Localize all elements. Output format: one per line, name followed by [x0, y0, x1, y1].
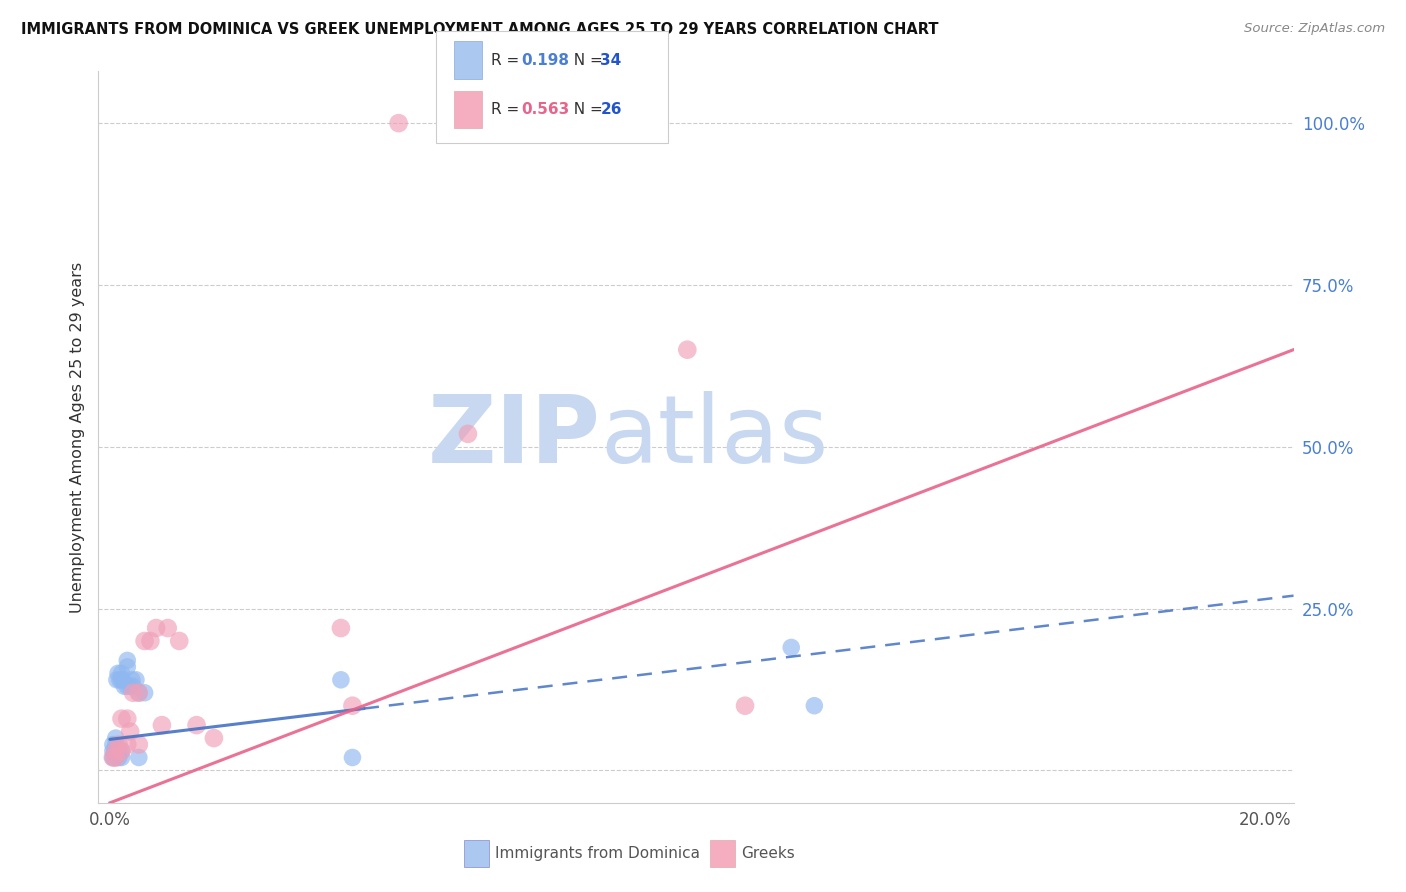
Point [103, 750, 125, 764]
Point [122, 686, 145, 700]
Point [128, 750, 150, 764]
Point [107, 666, 129, 681]
Text: R =: R = [491, 102, 524, 117]
Text: 0.563: 0.563 [522, 102, 569, 117]
Point [110, 712, 132, 726]
Point [110, 750, 132, 764]
Point [108, 673, 131, 687]
Point [117, 660, 139, 674]
Point [145, 621, 167, 635]
Point [202, 731, 225, 745]
Text: N =: N = [564, 102, 607, 117]
Point [101, 738, 124, 752]
Point [101, 750, 124, 764]
Text: 34: 34 [600, 53, 621, 68]
Text: Source: ZipAtlas.com: Source: ZipAtlas.com [1244, 22, 1385, 36]
Point [121, 673, 143, 687]
Point [329, 673, 352, 687]
Point [117, 653, 139, 667]
Point [186, 718, 208, 732]
Point [329, 621, 352, 635]
Point [342, 698, 364, 713]
Point [139, 634, 162, 648]
Point [117, 679, 139, 693]
Point [388, 116, 411, 130]
Point [125, 673, 148, 687]
Point [107, 738, 129, 752]
Point [101, 750, 124, 764]
Text: 26: 26 [600, 102, 621, 117]
Point [110, 744, 132, 758]
Point [156, 621, 179, 635]
Point [105, 673, 128, 687]
Point [110, 744, 132, 758]
Text: 0.198: 0.198 [522, 53, 569, 68]
Y-axis label: Unemployment Among Ages 25 to 29 years: Unemployment Among Ages 25 to 29 years [69, 261, 84, 613]
Text: N =: N = [564, 53, 607, 68]
Point [104, 731, 127, 745]
Point [104, 744, 127, 758]
Point [803, 698, 825, 713]
Point [128, 686, 150, 700]
Point [103, 744, 125, 758]
Point [150, 718, 173, 732]
Point [134, 634, 156, 648]
Point [117, 712, 139, 726]
Point [780, 640, 803, 655]
Point [111, 673, 134, 687]
Point [457, 426, 479, 441]
Text: R =: R = [491, 53, 524, 68]
Point [107, 744, 129, 758]
Point [110, 666, 132, 681]
Point [342, 750, 364, 764]
Point [107, 750, 129, 764]
Text: Greeks: Greeks [741, 847, 794, 861]
Text: Immigrants from Dominica: Immigrants from Dominica [495, 847, 700, 861]
Point [120, 679, 142, 693]
Point [104, 750, 127, 764]
Point [104, 738, 127, 752]
Point [167, 634, 190, 648]
Text: atlas: atlas [600, 391, 828, 483]
Point [117, 738, 139, 752]
Text: IMMIGRANTS FROM DOMINICA VS GREEK UNEMPLOYMENT AMONG AGES 25 TO 29 YEARS CORRELA: IMMIGRANTS FROM DOMINICA VS GREEK UNEMPL… [21, 22, 939, 37]
Point [112, 679, 135, 693]
Point [128, 686, 150, 700]
Point [128, 738, 150, 752]
Text: ZIP: ZIP [427, 391, 600, 483]
Point [676, 343, 699, 357]
Point [122, 679, 145, 693]
Point [734, 698, 756, 713]
Point [101, 744, 124, 758]
Point [104, 750, 127, 764]
Point [120, 724, 142, 739]
Point [110, 673, 132, 687]
Point [104, 744, 127, 758]
Point [134, 686, 156, 700]
